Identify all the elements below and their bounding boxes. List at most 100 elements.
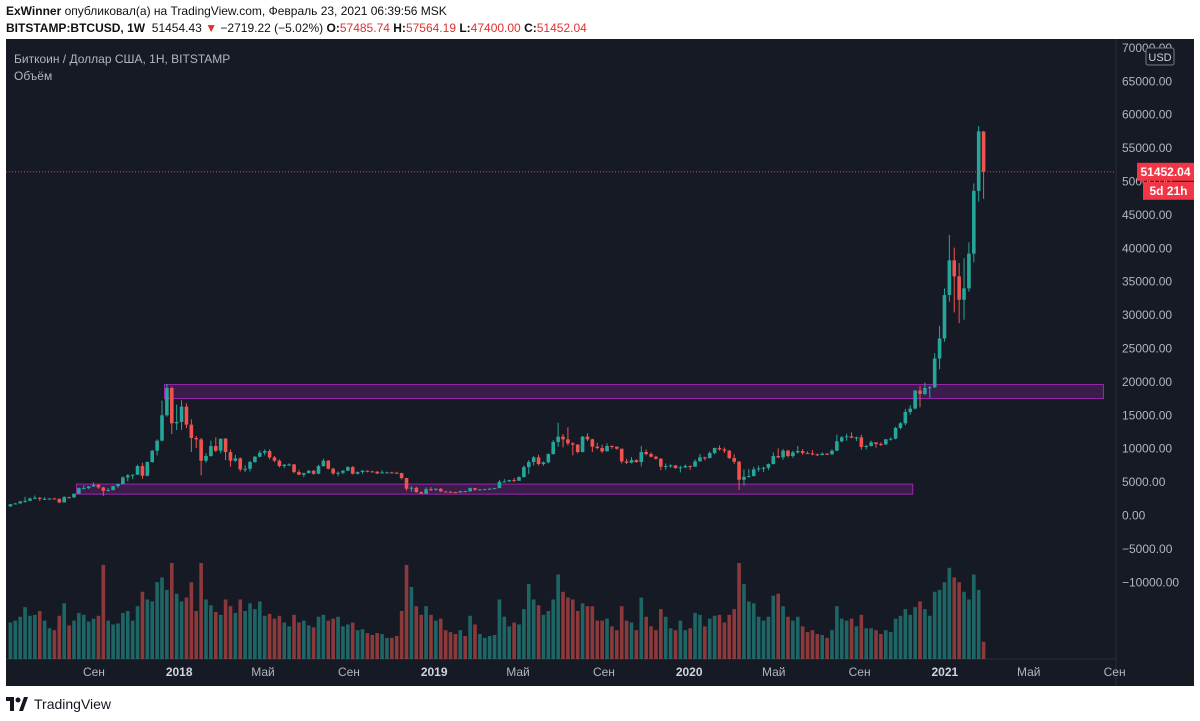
candle-body[interactable] [580, 436, 585, 453]
candle-body[interactable] [404, 478, 409, 489]
currency-label[interactable]: USD [1148, 52, 1171, 64]
candle-body[interactable] [610, 446, 614, 448]
candle-body[interactable] [385, 472, 389, 474]
candle-body[interactable] [962, 288, 966, 300]
candle-body[interactable] [820, 453, 825, 456]
candle-body[interactable] [747, 476, 751, 478]
candle-body[interactable] [116, 484, 120, 487]
candle-body[interactable] [859, 437, 864, 448]
candle-body[interactable] [434, 488, 438, 490]
candle-body[interactable] [438, 488, 443, 492]
candle-body[interactable] [248, 462, 252, 469]
candle-body[interactable] [204, 456, 208, 461]
candle-body[interactable] [458, 491, 463, 493]
candle-body[interactable] [668, 465, 673, 467]
series-title[interactable]: Биткоин / Доллар США, 1Н, BITSTAMP [14, 52, 231, 66]
candle-body[interactable] [375, 471, 379, 474]
candle-body[interactable] [918, 390, 922, 394]
candle-body[interactable] [874, 442, 878, 445]
candle-body[interactable] [595, 446, 600, 449]
candle-body[interactable] [448, 491, 453, 493]
candle-body[interactable] [688, 466, 692, 468]
candle-body[interactable] [825, 453, 829, 455]
candle-body[interactable] [165, 387, 169, 416]
candle-body[interactable] [570, 443, 575, 445]
candle-body[interactable] [341, 470, 345, 473]
candle-body[interactable] [722, 449, 727, 451]
candle-body[interactable] [316, 466, 321, 474]
candle-body[interactable] [678, 467, 683, 469]
candle-body[interactable] [683, 466, 688, 468]
candle-body[interactable] [419, 492, 423, 494]
candle-body[interactable] [189, 424, 194, 439]
candle-body[interactable] [976, 131, 981, 191]
candle-body[interactable] [893, 427, 898, 439]
candle-body[interactable] [957, 276, 961, 300]
candle-body[interactable] [468, 488, 472, 492]
candle-body[interactable] [199, 439, 203, 461]
candle-body[interactable] [184, 406, 189, 425]
candle-body[interactable] [756, 468, 761, 470]
candle-body[interactable] [287, 464, 291, 466]
candle-body[interactable] [639, 452, 644, 463]
candle-body[interactable] [536, 457, 541, 465]
candle-body[interactable] [947, 260, 952, 296]
candle-body[interactable] [130, 474, 135, 476]
candle-body[interactable] [179, 406, 184, 422]
candle-body[interactable] [121, 477, 125, 485]
candle-body[interactable] [267, 451, 272, 458]
support-resistance-zone[interactable] [163, 384, 1104, 400]
candle-body[interactable] [258, 452, 262, 457]
candle-body[interactable] [497, 481, 502, 489]
candle-body[interactable] [350, 467, 355, 474]
candle-body[interactable] [169, 387, 174, 424]
candle-body[interactable] [57, 498, 62, 503]
candle-body[interactable] [883, 439, 888, 445]
candle-body[interactable] [482, 489, 487, 491]
candle-body[interactable] [453, 492, 458, 494]
candle-body[interactable] [238, 458, 243, 470]
candle-body[interactable] [869, 442, 873, 447]
candle-body[interactable] [781, 450, 785, 458]
candle-body[interactable] [732, 458, 736, 462]
candle-body[interactable] [194, 438, 199, 440]
candle-body[interactable] [546, 454, 551, 463]
candle-body[interactable] [409, 487, 414, 489]
candle-body[interactable] [507, 480, 512, 482]
candle-body[interactable] [800, 451, 805, 454]
candle-body[interactable] [522, 467, 526, 478]
candle-body[interactable] [898, 423, 903, 428]
candle-body[interactable] [531, 457, 536, 463]
candle-body[interactable] [619, 448, 624, 462]
candle-body[interactable] [854, 437, 859, 439]
candle-body[interactable] [424, 489, 428, 494]
candle-body[interactable] [575, 444, 580, 453]
candle-body[interactable] [903, 411, 908, 424]
candle-body[interactable] [81, 488, 86, 490]
candle-body[interactable] [282, 464, 287, 467]
candle-body[interactable] [703, 457, 707, 459]
candle-body[interactable] [72, 493, 76, 498]
candle-body[interactable] [42, 498, 47, 500]
candle-body[interactable] [429, 489, 433, 491]
candle-body[interactable] [761, 467, 766, 469]
candle-body[interactable] [791, 452, 795, 457]
candle-body[interactable] [659, 458, 663, 467]
candle-body[interactable] [355, 472, 360, 474]
candle-body[interactable] [292, 464, 296, 473]
candle-body[interactable] [615, 446, 619, 449]
candle-body[interactable] [33, 497, 37, 499]
candle-body[interactable] [551, 442, 556, 455]
price-chart[interactable]: 75000.0070000.0065000.0060000.0055000.00… [6, 39, 1194, 686]
candle-body[interactable] [502, 481, 507, 483]
candle-body[interactable] [473, 488, 477, 490]
candle-body[interactable] [512, 480, 516, 482]
candle-body[interactable] [155, 440, 159, 451]
candle-body[interactable] [360, 470, 365, 473]
candle-body[interactable] [605, 446, 609, 452]
candle-body[interactable] [37, 497, 42, 499]
candle-body[interactable] [967, 253, 971, 289]
candle-body[interactable] [145, 462, 150, 476]
candle-body[interactable] [302, 473, 306, 475]
candle-body[interactable] [707, 453, 712, 459]
